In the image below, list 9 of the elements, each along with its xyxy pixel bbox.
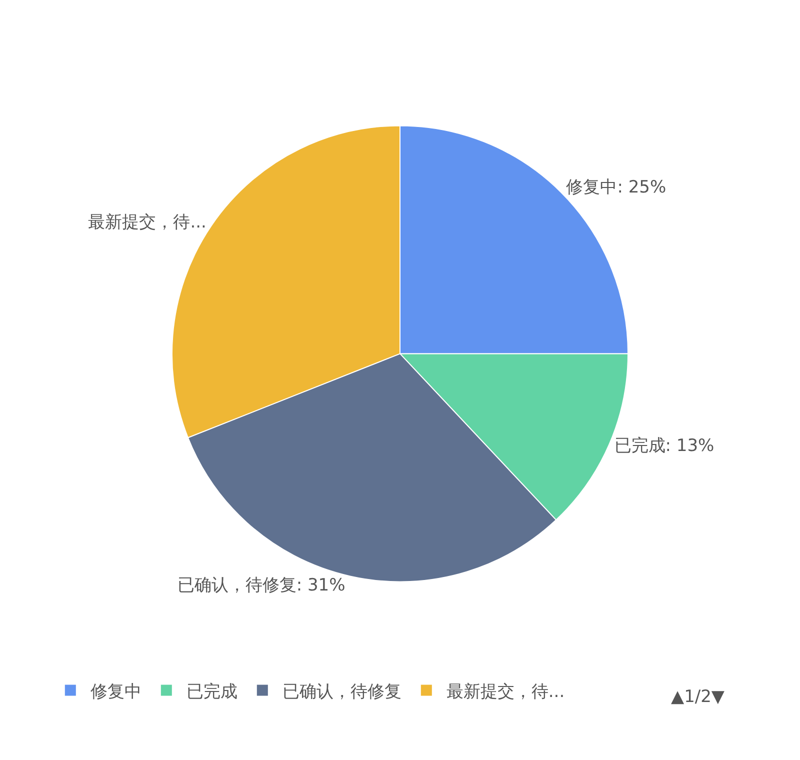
legend-label: 修复中 (90, 682, 142, 702)
data-label: 修复中: 25% (566, 177, 666, 198)
text: ▲1/2▼ (671, 687, 726, 707)
legend-label: 已确认，待修复 (282, 682, 402, 702)
data-label: 已完成: 13% (614, 436, 714, 456)
data-label: 已确认，待修复: 31% (177, 576, 346, 596)
legend-label: 已完成 (186, 682, 238, 702)
legend-label: 最新提交，待... (446, 682, 565, 702)
data-label: 最新提交，待... (88, 212, 206, 232)
